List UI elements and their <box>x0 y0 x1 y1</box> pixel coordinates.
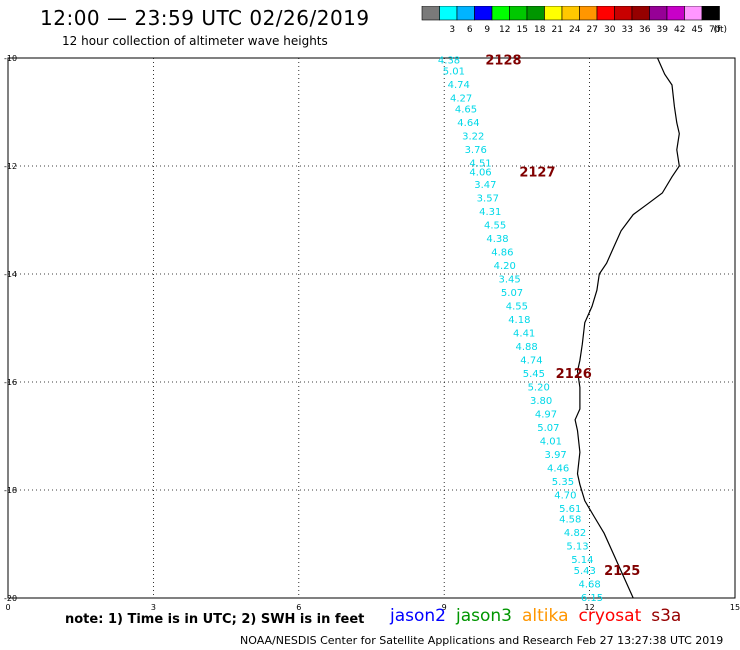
legend-tick-label: 21 <box>552 25 563 35</box>
legend-tick-label: 70 <box>709 25 721 35</box>
swh-value-label: 4.74 <box>520 355 542 366</box>
x-tick-label: 12 <box>585 603 595 612</box>
swh-value-label: 5.20 <box>528 382 550 393</box>
swh-value-label: 4.46 <box>547 463 569 474</box>
y-tick-label: -14 <box>4 270 17 279</box>
swh-value-label: 5.14 <box>571 555 593 566</box>
swh-value-label: 3.76 <box>465 145 487 156</box>
swh-value-label: 4.82 <box>564 528 586 539</box>
swh-value-label: 4.55 <box>484 220 506 231</box>
swh-value-label: 4.38 <box>486 234 508 245</box>
y-tick-label: -12 <box>4 162 17 171</box>
swh-value-label: 4.68 <box>578 580 600 591</box>
y-tick-label: -10 <box>4 54 17 63</box>
legend-tick-label: 27 <box>587 25 598 35</box>
pass-number-label: 2127 <box>519 165 555 180</box>
satellite-legend: jason2 jason3 altika cryosat s3a <box>390 606 691 626</box>
swh-value-label: 6.15 <box>581 593 603 604</box>
swh-value-label: 5.13 <box>566 542 588 553</box>
swh-value-label: 4.01 <box>540 436 562 447</box>
legend-tick-label: 42 <box>674 25 685 35</box>
legend-tick-label: 15 <box>517 25 528 35</box>
swh-value-label: 4.88 <box>515 342 537 353</box>
swh-value-label: 3.22 <box>462 131 484 142</box>
swh-value-label: 4.18 <box>508 315 530 326</box>
credit-line: NOAA/NESDIS Center for Satellite Applica… <box>240 634 724 647</box>
x-tick-label: 3 <box>151 603 156 612</box>
swh-value-label: 5.61 <box>559 504 581 515</box>
legend-tick-label: 18 <box>534 25 546 35</box>
swh-value-label: 4.51 <box>469 158 491 169</box>
satellite-name: altika <box>522 606 569 626</box>
legend-tick-label: 39 <box>657 25 669 35</box>
legend-swatch <box>701 6 720 21</box>
satellite-name: s3a <box>651 606 682 626</box>
legend-tick-label: 36 <box>639 25 651 35</box>
swh-value-label: 3.47 <box>474 180 496 191</box>
pass-number-label: 2126 <box>556 367 592 382</box>
satellite-name: jason3 <box>456 606 512 626</box>
swh-value-label: 4.20 <box>494 261 516 272</box>
legend-tick-label: 6 <box>467 25 473 35</box>
swh-value-label: 3.97 <box>545 450 567 461</box>
swh-value-label: 5.01 <box>443 67 465 78</box>
legend-tick-label: 24 <box>569 25 581 35</box>
legend-unit-label: (ft) <box>714 25 728 35</box>
satellite-name: cryosat <box>578 606 642 626</box>
footer-note: note: 1) Time is in UTC; 2) SWH is in fe… <box>65 612 365 627</box>
legend-tick-label: 9 <box>484 25 490 35</box>
swh-value-label: 3.57 <box>477 193 499 204</box>
swh-value-label: 5.07 <box>501 288 523 299</box>
swh-value-label: 4.31 <box>479 207 501 218</box>
legend-tick-label: 30 <box>604 25 616 35</box>
swh-value-label: 4.65 <box>455 104 477 115</box>
swh-value-label: 4.64 <box>457 118 479 129</box>
x-tick-label: 9 <box>442 603 447 612</box>
swh-value-label: 4.58 <box>559 515 581 526</box>
swh-value-label: 5.07 <box>537 423 559 434</box>
legend-tick-label: 33 <box>622 25 633 35</box>
swh-value-label: 5.43 <box>574 566 596 577</box>
swh-value-label: 5.45 <box>523 369 545 380</box>
wave-height-color-legend: 3 6 9 12 15 18 21 24 27 30 33 36 39 42 45 70(ft) <box>421 6 728 35</box>
swh-value-label: 4.38 <box>438 56 460 67</box>
y-tick-label: -16 <box>4 378 17 387</box>
chart-title: 12:00 — 23:59 UTC 02/26/2019 <box>40 6 370 30</box>
pass-number-label: 2125 <box>604 564 640 579</box>
swh-value-label: 3.80 <box>530 396 552 407</box>
legend-tick-label: 12 <box>499 25 510 35</box>
swh-value-label: 4.06 <box>469 167 491 178</box>
swh-value-label: 5.35 <box>552 477 574 488</box>
swh-value-label: 4.97 <box>535 409 557 420</box>
swh-value-label: 4.86 <box>491 247 513 258</box>
pass-number-label: 2128 <box>485 54 521 69</box>
y-tick-label: -18 <box>4 486 17 495</box>
swh-value-label: 4.74 <box>448 80 470 91</box>
swh-value-label: 4.70 <box>554 490 576 501</box>
map-frame <box>7 57 736 599</box>
legend-tick-label: 45 <box>692 25 703 35</box>
satellite-name: jason2 <box>390 606 446 626</box>
swh-value-label: 4.55 <box>506 301 528 312</box>
swh-value-label: 3.45 <box>498 274 520 285</box>
swh-value-label: 4.27 <box>450 94 472 105</box>
coastline <box>574 57 680 599</box>
x-tick-label: 6 <box>296 603 301 612</box>
x-tick-label: 15 <box>730 603 740 612</box>
y-tick-label: -20 <box>4 594 17 603</box>
x-tick-label: 0 <box>5 603 10 612</box>
chart-subtitle: 12 hour collection of altimeter wave hei… <box>62 34 328 48</box>
swh-value-label: 4.41 <box>513 328 535 339</box>
legend-tick-label: 3 <box>449 25 455 35</box>
